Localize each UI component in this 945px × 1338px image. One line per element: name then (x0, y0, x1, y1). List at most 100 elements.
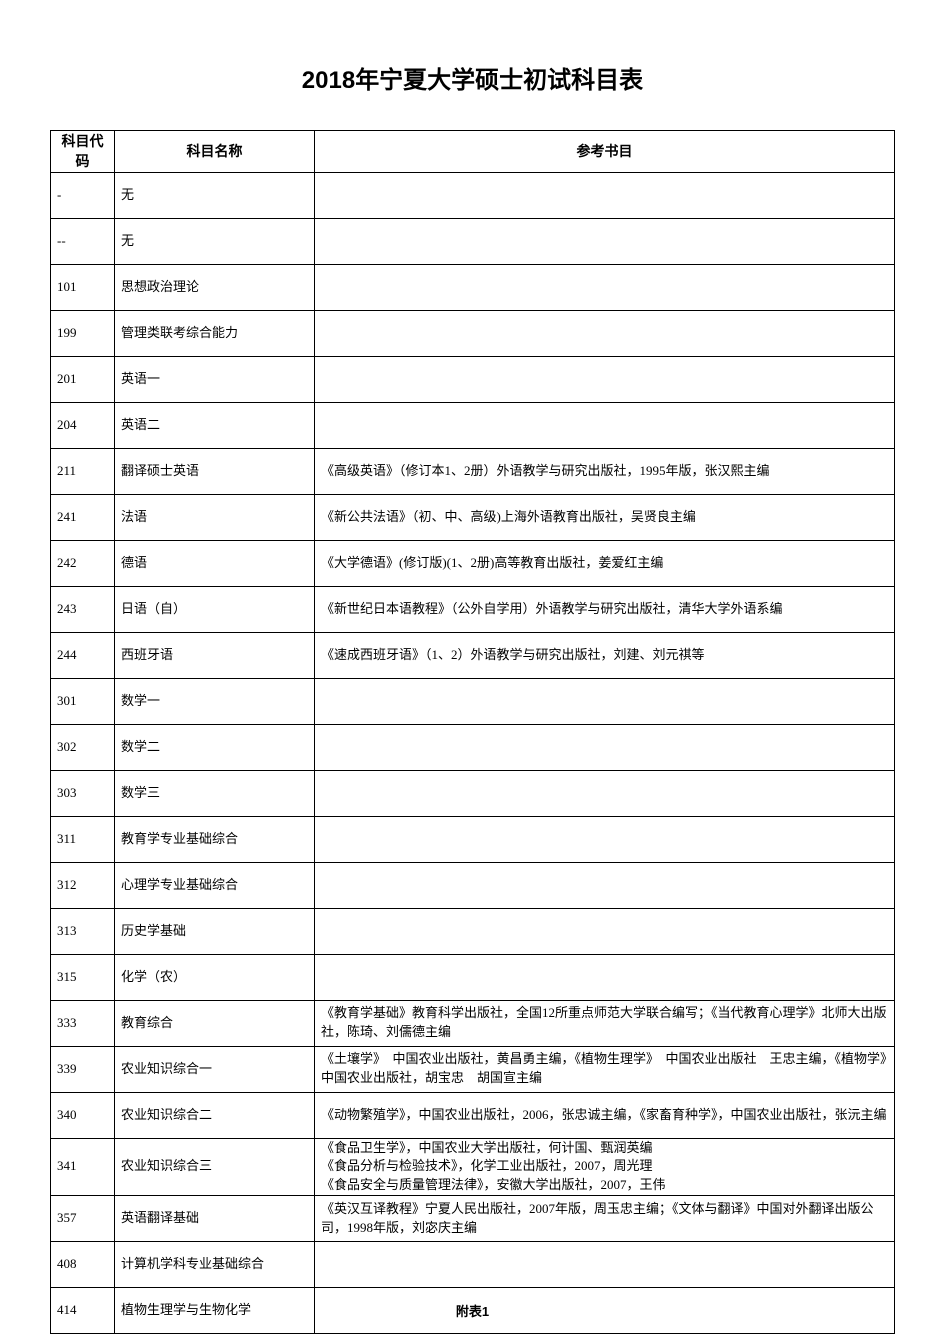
cell-name: 心理学专业基础综合 (115, 862, 315, 908)
cell-name: 西班牙语 (115, 632, 315, 678)
cell-code: 311 (51, 816, 115, 862)
cell-code: 101 (51, 264, 115, 310)
table-row: 243日语（自）《新世纪日本语教程》（公外自学用）外语教学与研究出版社，清华大学… (51, 586, 895, 632)
cell-code: 199 (51, 310, 115, 356)
cell-name: 无 (115, 218, 315, 264)
cell-ref (315, 402, 895, 448)
table-row: 408计算机学科专业基础综合 (51, 1242, 895, 1288)
cell-ref: 《速成西班牙语》（1、2）外语教学与研究出版社，刘建、刘元祺等 (315, 632, 895, 678)
cell-name: 农业知识综合三 (115, 1138, 315, 1196)
cell-code: 243 (51, 586, 115, 632)
cell-name: 农业知识综合一 (115, 1046, 315, 1092)
table-row: 357英语翻译基础《英汉互译教程》宁夏人民出版社，2007年版，周玉忠主编；《文… (51, 1196, 895, 1242)
table-row: 340农业知识综合二《动物繁殖学》，中国农业出版社，2006，张忠诚主编，《家畜… (51, 1092, 895, 1138)
cell-name: 英语翻译基础 (115, 1196, 315, 1242)
cell-code: 242 (51, 540, 115, 586)
table-row: 313历史学基础 (51, 908, 895, 954)
cell-ref (315, 954, 895, 1000)
table-row: 333教育综合《教育学基础》教育科学出版社，全国12所重点师范大学联合编写；《当… (51, 1000, 895, 1046)
table-row: 339农业知识综合一《土壤学》 中国农业出版社，黄昌勇主编，《植物生理学》 中国… (51, 1046, 895, 1092)
table-row: 199管理类联考综合能力 (51, 310, 895, 356)
table-row: 244西班牙语《速成西班牙语》（1、2）外语教学与研究出版社，刘建、刘元祺等 (51, 632, 895, 678)
cell-ref (315, 862, 895, 908)
col-header-name: 科目名称 (115, 131, 315, 173)
table-row: 312心理学专业基础综合 (51, 862, 895, 908)
cell-ref (315, 356, 895, 402)
cell-code: 341 (51, 1138, 115, 1196)
cell-code: 301 (51, 678, 115, 724)
cell-name: 农业知识综合二 (115, 1092, 315, 1138)
cell-ref: 《大学德语》(修订版)(1、2册)高等教育出版社，姜爱红主编 (315, 540, 895, 586)
cell-code: 339 (51, 1046, 115, 1092)
table-row: 302数学二 (51, 724, 895, 770)
table-row: 101思想政治理论 (51, 264, 895, 310)
col-header-ref: 参考书目 (315, 131, 895, 173)
cell-code: 312 (51, 862, 115, 908)
table-row: --无 (51, 218, 895, 264)
cell-ref: 《动物繁殖学》，中国农业出版社，2006，张忠诚主编，《家畜育种学》，中国农业出… (315, 1092, 895, 1138)
cell-name: 管理类联考综合能力 (115, 310, 315, 356)
table-row: 201英语一 (51, 356, 895, 402)
cell-name: 日语（自） (115, 586, 315, 632)
cell-name: 计算机学科专业基础综合 (115, 1242, 315, 1288)
cell-ref (315, 1242, 895, 1288)
cell-ref (315, 264, 895, 310)
table-row: 204英语二 (51, 402, 895, 448)
cell-ref (315, 908, 895, 954)
table-row: 242德语《大学德语》(修订版)(1、2册)高等教育出版社，姜爱红主编 (51, 540, 895, 586)
cell-name: 英语一 (115, 356, 315, 402)
cell-name: 数学一 (115, 678, 315, 724)
cell-name: 教育学专业基础综合 (115, 816, 315, 862)
cell-ref: 《土壤学》 中国农业出版社，黄昌勇主编，《植物生理学》 中国农业出版社 王忠主编… (315, 1046, 895, 1092)
table-row: 211翻译硕士英语《高级英语》（修订本1、2册）外语教学与研究出版社，1995年… (51, 448, 895, 494)
cell-code: 357 (51, 1196, 115, 1242)
cell-code: 313 (51, 908, 115, 954)
cell-code: 333 (51, 1000, 115, 1046)
table-body: -无--无101思想政治理论199管理类联考综合能力201英语一204英语二21… (51, 172, 895, 1334)
cell-ref (315, 816, 895, 862)
table-row: -无 (51, 172, 895, 218)
cell-name: 英语二 (115, 402, 315, 448)
cell-code: 303 (51, 770, 115, 816)
cell-ref (315, 218, 895, 264)
table-row: 303数学三 (51, 770, 895, 816)
cell-name: 无 (115, 172, 315, 218)
cell-ref: 《高级英语》（修订本1、2册）外语教学与研究出版社，1995年版，张汉熙主编 (315, 448, 895, 494)
cell-name: 法语 (115, 494, 315, 540)
cell-ref (315, 172, 895, 218)
cell-name: 数学二 (115, 724, 315, 770)
table-header-row: 科目代码 科目名称 参考书目 (51, 131, 895, 173)
cell-ref: 《新世纪日本语教程》（公外自学用）外语教学与研究出版社，清华大学外语系编 (315, 586, 895, 632)
cell-ref: 《新公共法语》（初、中、高级)上海外语教育出版社，吴贤良主编 (315, 494, 895, 540)
cell-ref (315, 678, 895, 724)
page-title: 2018年宁夏大学硕士初试科目表 (50, 60, 895, 95)
cell-code: 241 (51, 494, 115, 540)
cell-name: 化学（农） (115, 954, 315, 1000)
cell-name: 历史学基础 (115, 908, 315, 954)
table-row: 315化学（农） (51, 954, 895, 1000)
table-row: 301数学一 (51, 678, 895, 724)
cell-name: 思想政治理论 (115, 264, 315, 310)
cell-name: 数学三 (115, 770, 315, 816)
subject-table: 科目代码 科目名称 参考书目 -无--无101思想政治理论199管理类联考综合能… (50, 130, 895, 1334)
cell-ref: 《教育学基础》教育科学出版社，全国12所重点师范大学联合编写；《当代教育心理学》… (315, 1000, 895, 1046)
col-header-code: 科目代码 (51, 131, 115, 173)
cell-code: -- (51, 218, 115, 264)
cell-name: 德语 (115, 540, 315, 586)
cell-code: 340 (51, 1092, 115, 1138)
cell-code: 211 (51, 448, 115, 494)
table-row: 241法语《新公共法语》（初、中、高级)上海外语教育出版社，吴贤良主编 (51, 494, 895, 540)
cell-code: 315 (51, 954, 115, 1000)
cell-code: 302 (51, 724, 115, 770)
cell-code: 201 (51, 356, 115, 402)
cell-name: 教育综合 (115, 1000, 315, 1046)
cell-code: - (51, 172, 115, 218)
cell-name: 翻译硕士英语 (115, 448, 315, 494)
cell-ref (315, 724, 895, 770)
cell-ref: 《英汉互译教程》宁夏人民出版社，2007年版，周玉忠主编；《文体与翻译》中国对外… (315, 1196, 895, 1242)
footer-label: 附表1 (0, 1301, 945, 1320)
cell-ref (315, 770, 895, 816)
cell-code: 244 (51, 632, 115, 678)
table-row: 341农业知识综合三《食品卫生学》，中国农业大学出版社，何计国、甄润英编 《食品… (51, 1138, 895, 1196)
cell-ref (315, 310, 895, 356)
